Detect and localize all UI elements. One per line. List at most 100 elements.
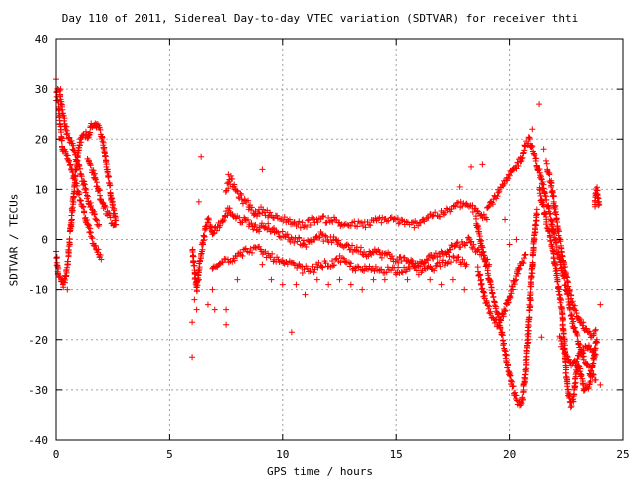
data-point-marker [268,276,275,283]
data-point-marker [289,236,296,243]
data-point-marker [492,303,499,310]
data-point-marker [479,161,486,168]
data-point-marker [580,319,587,326]
data-point-marker [71,179,78,186]
data-point-marker [78,173,85,180]
data-point-marker [560,258,567,265]
data-point-marker [551,210,558,217]
data-point-marker [378,254,385,261]
data-point-marker [336,241,343,248]
data-point-marker [210,230,217,237]
data-point-marker [234,187,241,194]
data-point-marker [521,374,528,381]
data-point-marker [256,243,263,250]
data-point-marker [347,281,354,288]
data-point-marker [89,235,96,242]
data-point-marker [344,241,351,248]
data-point-marker [245,206,252,213]
data-point-marker [452,203,459,210]
data-point-marker [73,163,80,170]
data-point-marker [565,392,572,399]
data-point-marker [201,233,208,240]
data-point-marker [68,137,75,144]
data-point-marker [446,253,453,260]
data-point-marker [592,376,599,383]
data-point-marker [293,281,300,288]
data-point-marker [295,221,302,228]
data-point-marker [583,325,590,332]
data-point-marker [538,334,545,341]
data-point-marker [479,244,486,251]
data-point-marker [495,189,502,196]
data-point-marker [543,218,550,225]
data-point-marker [423,256,430,263]
data-point-marker [318,230,325,237]
data-point-marker [251,223,258,230]
data-point-marker [455,199,462,206]
data-point-marker [550,260,557,267]
data-point-marker [275,229,282,236]
data-point-marker [529,126,536,133]
data-point-marker [515,266,522,273]
data-point-marker [274,254,281,261]
data-point-marker [325,281,332,288]
data-point-marker [589,349,596,356]
axis-ticks: 0 5 10 15 20 25 -40 -30 -20 -10 0 10 20 30 40 [28,33,630,461]
data-point-marker [543,160,550,167]
data-point-marker [444,260,451,267]
data-point-marker [80,204,87,211]
data-point-marker [61,115,68,122]
data-point-marker [313,276,320,283]
data-point-marker [463,261,470,268]
data-point-marker [266,252,273,259]
data-point-marker [359,286,366,293]
data-point-marker [514,159,521,166]
data-point-marker [366,263,373,270]
data-point-marker [557,238,564,245]
data-point-marker [318,263,325,270]
data-point-marker [107,182,114,189]
data-point-marker [415,271,422,278]
data-point-marker [529,142,536,149]
data-point-marker [533,206,540,213]
data-point-marker [223,306,230,313]
data-point-marker [280,217,287,224]
data-point-marker [519,258,526,265]
data-point-marker [527,303,534,310]
data-point-marker [195,269,202,276]
data-point-marker [573,329,580,336]
data-point-marker [413,267,420,274]
y-tick-label: 40 [35,33,48,46]
data-point-marker [494,321,501,328]
data-point-marker [547,234,554,241]
data-point-marker [430,255,437,262]
data-point-marker [468,163,475,170]
data-point-marker [398,268,405,275]
data-point-marker [376,248,383,255]
data-point-marker [546,205,553,212]
data-point-marker [234,276,241,283]
data-point-marker [253,227,260,234]
data-point-marker [388,253,395,260]
data-point-marker [296,235,303,242]
data-point-marker [357,244,364,251]
data-point-marker [328,217,335,224]
data-point-marker [550,193,557,200]
data-point-marker [279,257,286,264]
data-point-marker [111,210,118,217]
data-point-marker [322,260,329,267]
data-point-marker [548,184,555,191]
data-point-marker [559,271,566,278]
data-point-marker [557,334,564,341]
data-point-marker [476,233,483,240]
data-point-marker [395,264,402,271]
data-point-marker [587,346,594,353]
data-point-marker [540,203,547,210]
data-point-marker [319,264,326,271]
data-point-marker [421,218,428,225]
data-point-marker [69,168,76,175]
data-point-marker [372,263,379,270]
data-point-marker [459,203,466,210]
data-point-marker [68,212,75,219]
data-point-marker [267,209,274,216]
